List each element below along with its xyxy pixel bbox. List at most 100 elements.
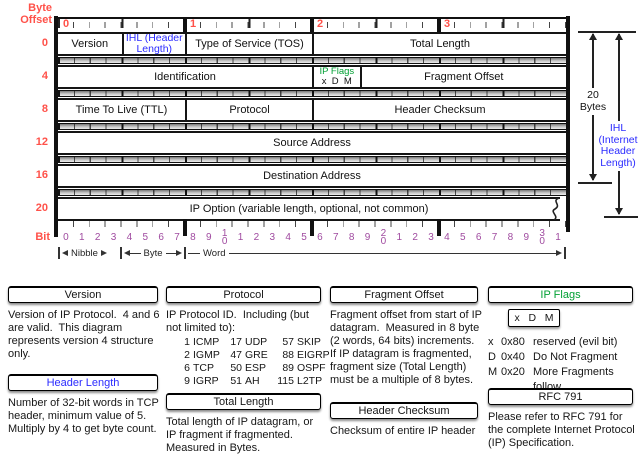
protocol-entry: 115 L2TP (276, 375, 332, 388)
byte-span: Byte (124, 247, 183, 259)
line (130, 252, 141, 254)
protocol-entry: 88 EIGRP (276, 349, 332, 362)
byte-label: Byte (143, 247, 163, 259)
line (228, 252, 556, 254)
table-left-bar (54, 16, 58, 237)
bit-number: 8 (507, 231, 514, 243)
field-ip-flags: IP Flags x D M (312, 67, 360, 87)
row-offset-8: 8 (41, 103, 48, 115)
flag-description: reserved (evil bit) (533, 336, 618, 348)
bit-number: 7 (174, 231, 180, 243)
bit-number: 5 (301, 231, 307, 243)
bit-number: 9 (206, 231, 212, 243)
protocol-entry: 6 TCP (172, 362, 224, 375)
header-row-20: IP Option (variable length, optional, no… (58, 197, 560, 221)
note-body-protocol-intro: IP Protocol ID. Including (but not limit… (166, 309, 312, 334)
bit-separator-strip (58, 90, 566, 97)
protocol-number: 17 (230, 336, 242, 348)
flag-hex: 0x40 (501, 351, 525, 363)
bit-number: 4 (444, 231, 450, 243)
arrow-left-icon (124, 250, 130, 256)
bit-number: 4 (126, 231, 133, 243)
byte-boundary-tick (310, 219, 314, 236)
scale-tick (120, 247, 122, 259)
byte-number-2: 2 (317, 18, 324, 30)
bit-number: 8 (190, 231, 196, 243)
flag-legend-line: x 0x80 reserved (evil bit) (488, 335, 636, 350)
bit-number: 6 (158, 231, 164, 243)
byte-boundary-tick (183, 219, 187, 236)
ip-flags-title: IP Flags (319, 67, 355, 77)
bit-number: 1 (555, 231, 561, 243)
bit-number: 5 (460, 231, 466, 243)
byte-boundary-tick (437, 17, 441, 33)
protocol-name: GRE (245, 349, 268, 361)
bit-number: 2 0 (380, 228, 387, 247)
note-title-protocol: Protocol (166, 286, 321, 303)
arrow-right-icon (556, 250, 562, 256)
row-offset-12: 12 (35, 136, 48, 148)
note-title-header-checksum: Header Checksum (330, 402, 478, 419)
bit-number: 6 (317, 231, 323, 243)
nibble-span: Nibble (62, 247, 118, 259)
bit-number: 3 (110, 231, 117, 243)
torn-edge-icon (552, 198, 560, 220)
bit-number: 1 0 (221, 228, 228, 247)
protocol-entry: 89 OSPF (276, 362, 332, 375)
header-row-16: Destination Address (58, 164, 566, 188)
line (188, 252, 200, 254)
bracket-cap-top (578, 31, 636, 33)
protocol-number: 89 (282, 362, 294, 374)
note-body-header-checksum: Checksum of entire IP header (330, 425, 476, 437)
top-bit-ruler (58, 17, 566, 33)
field-version: Version (71, 38, 109, 50)
protocol-name: L2TP (297, 375, 323, 387)
bit-number: 1 (79, 231, 85, 243)
bit-number: 9 (364, 231, 371, 243)
bracket-cap-ihl (604, 216, 638, 218)
flag-hex: 0x80 (501, 336, 525, 348)
protocol-name: OSPF (297, 362, 326, 374)
note-body-header-length: Number of 32-bit words in TCP header, mi… (8, 397, 162, 435)
bit-number: 2 (94, 231, 101, 243)
bit-number: 8 (348, 231, 355, 243)
bit-number: 1 (396, 231, 403, 243)
protocol-entry: 57 SKIP (276, 336, 332, 349)
protocol-number: 115 (277, 375, 294, 387)
protocol-entry: 2 IGMP (172, 349, 224, 362)
protocol-entry: 47 GRE (224, 349, 276, 362)
flag-letter: x (488, 336, 494, 348)
ip-flags-bits: x D M (321, 76, 352, 87)
row-offset-16: 16 (35, 169, 48, 181)
field-ttl: Time To Live (TTL) (75, 104, 168, 116)
bit-number: 6 (475, 231, 482, 243)
field-destination-address: Destination Address (263, 170, 361, 182)
protocol-entry: 50 ESP (224, 362, 276, 375)
note-title-header-length: Header Length (8, 374, 158, 391)
bit-number: 7 (333, 231, 339, 243)
field-ihl: IHL (Header Length) (121, 34, 186, 54)
label-20-bytes: 20 Bytes (575, 88, 611, 115)
protocol-number: 88 (282, 349, 294, 361)
bit-number: 2 (412, 231, 418, 243)
protocol-id-table: 1 ICMP 17 UDP 57 SKIP 2 IGMP 47 GRE 88 E… (172, 336, 332, 388)
scale-tick (564, 247, 566, 259)
bit-number: 1 (237, 231, 244, 243)
protocol-number: 6 (184, 362, 190, 374)
bit-number: 7 (491, 231, 498, 243)
scale-tick (58, 247, 60, 259)
word-label: Word (203, 247, 226, 259)
field-source-address: Source Address (273, 137, 351, 149)
bit-separator-strip (58, 57, 566, 64)
note-body-total-length: Total length of IP datagram, or IP fragm… (166, 416, 317, 454)
ip-flags-box: x D M (508, 309, 560, 327)
protocol-entry: 1 ICMP (172, 336, 224, 349)
word-span: Word (188, 247, 562, 259)
protocol-name: TCP (193, 362, 214, 374)
flag-legend-line: M 0x20 More Fragments (488, 365, 636, 380)
protocol-entry: 17 UDP (224, 336, 276, 349)
byte-boundary-tick (437, 219, 441, 236)
protocol-number: 1 (184, 336, 190, 348)
bit-number: 5 (142, 231, 149, 243)
nibble-label: Nibble (71, 247, 98, 259)
